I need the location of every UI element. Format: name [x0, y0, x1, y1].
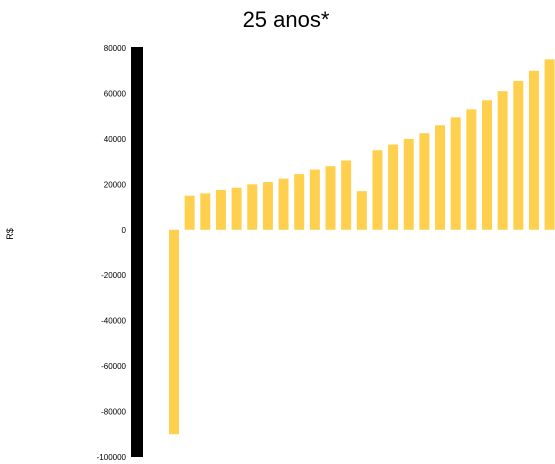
- bar-5: [231, 187, 242, 230]
- bar-10: [309, 169, 320, 230]
- bar-1: [169, 229, 179, 435]
- y-tick-label: -80000: [101, 408, 126, 417]
- y-axis: [131, 47, 143, 457]
- y-tick-label: -100000: [97, 453, 127, 462]
- bar-6: [247, 184, 258, 230]
- bar-24: [528, 70, 539, 230]
- y-tick-label: -60000: [101, 362, 126, 371]
- bar-16: [403, 138, 414, 230]
- bar-2: [184, 195, 195, 230]
- bar-22: [497, 91, 508, 230]
- y-tick-label: 0: [122, 226, 127, 235]
- bar-8: [278, 178, 289, 230]
- bars: [169, 59, 555, 435]
- bar-7: [262, 182, 273, 230]
- bar-19: [450, 117, 461, 230]
- y-tick-label: 80000: [104, 44, 127, 53]
- bar-12: [341, 160, 352, 230]
- y-tick-label: 40000: [104, 135, 127, 144]
- chart-title: 25 anos*: [242, 7, 330, 32]
- bar-21: [482, 100, 492, 230]
- y-tick-label: -20000: [101, 271, 126, 280]
- bar-17: [419, 133, 430, 230]
- y-tick-label: 60000: [104, 89, 127, 98]
- bar-4: [215, 190, 226, 230]
- bar-18: [435, 125, 446, 230]
- y-axis-line: [131, 47, 143, 457]
- bar-23: [513, 80, 524, 230]
- y-tick-label: -40000: [101, 317, 126, 326]
- bar-20: [466, 109, 477, 230]
- bar-25: [544, 59, 555, 230]
- bar-3: [200, 193, 211, 230]
- bar-13: [356, 191, 367, 230]
- bar-11: [325, 166, 336, 230]
- bar-14: [372, 150, 383, 230]
- y-tick-label: 20000: [104, 180, 127, 189]
- bar-15: [388, 144, 399, 230]
- y-tick-labels: 80000 60000 40000 20000 0 -20000 -40000 -60000 -…: [97, 44, 127, 462]
- bar-9: [294, 174, 305, 230]
